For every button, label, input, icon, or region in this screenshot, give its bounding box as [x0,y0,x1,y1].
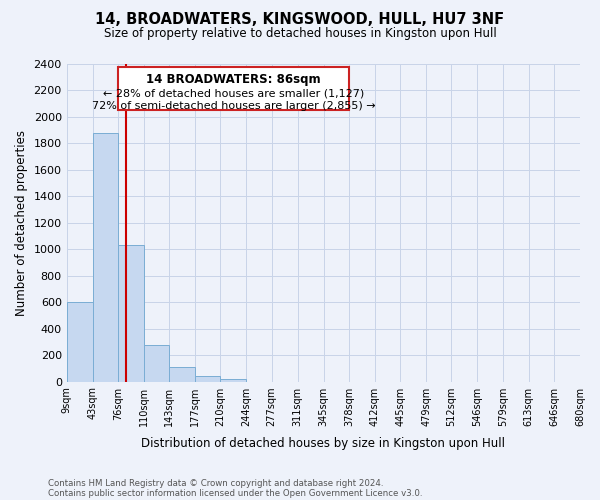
Bar [220,379,247,382]
Text: Contains public sector information licensed under the Open Government Licence v3: Contains public sector information licen… [48,488,422,498]
Bar [195,376,220,382]
Y-axis label: Number of detached properties: Number of detached properties [15,130,28,316]
Text: Size of property relative to detached houses in Kingston upon Hull: Size of property relative to detached ho… [104,28,496,40]
Text: 14, BROADWATERS, KINGSWOOD, HULL, HU7 3NF: 14, BROADWATERS, KINGSWOOD, HULL, HU7 3N… [95,12,505,28]
Text: Contains HM Land Registry data © Crown copyright and database right 2024.: Contains HM Land Registry data © Crown c… [48,478,383,488]
Bar [169,367,195,382]
Text: 14 BROADWATERS: 86sqm: 14 BROADWATERS: 86sqm [146,73,321,86]
Text: 72% of semi-detached houses are larger (2,855) →: 72% of semi-detached houses are larger (… [92,101,375,111]
Bar [67,302,92,382]
Bar [144,345,169,382]
X-axis label: Distribution of detached houses by size in Kingston upon Hull: Distribution of detached houses by size … [142,437,505,450]
Bar [118,66,349,110]
Bar [118,246,144,382]
Text: ← 28% of detached houses are smaller (1,127): ← 28% of detached houses are smaller (1,… [103,88,364,99]
Bar [92,133,118,382]
